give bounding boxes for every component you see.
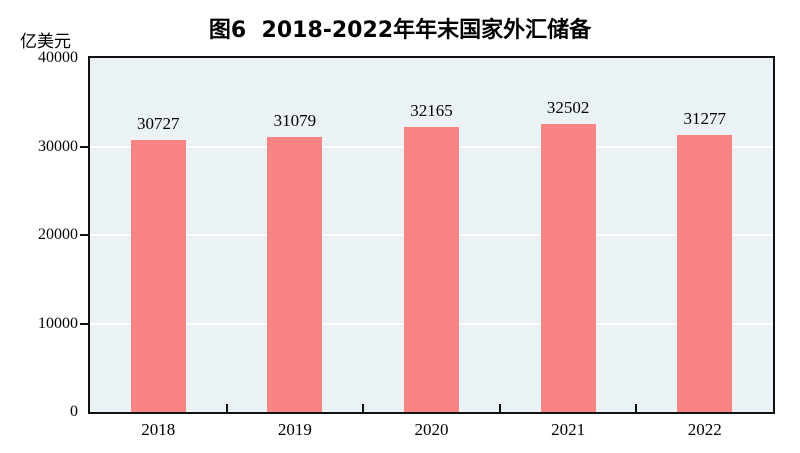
y-axis-tick-label: 40000 [38, 49, 78, 66]
bar [267, 136, 323, 412]
x-axis-tick [225, 404, 228, 412]
plot-area: 30727 31079 32165 32502 31277 [88, 56, 775, 414]
chart-title: 图6 2018-2022年年末国家外汇储备 [208, 18, 592, 43]
x-axis-category-label: 2018 [141, 420, 176, 439]
bar-value-label: 30727 [137, 114, 180, 134]
y-axis-tick-label: 30000 [38, 137, 78, 155]
bar [130, 140, 186, 412]
y-axis-tick-label: 20000 [38, 226, 78, 243]
bar-value-label: 31277 [683, 109, 726, 129]
y-axis-tick [80, 145, 88, 148]
x-axis-tick [635, 404, 638, 412]
y-axis-tick [80, 234, 88, 236]
bar [677, 135, 733, 412]
x-axis-category-label: 2019 [277, 420, 312, 439]
x-axis-category-label: 2022 [687, 420, 722, 439]
x-axis-category-label: 2020 [414, 420, 449, 439]
bar-value-label: 32165 [410, 101, 453, 121]
y-axis-tick-label: 0 [70, 403, 78, 420]
x-axis-category-label: 2021 [551, 420, 586, 439]
bar [540, 124, 596, 412]
bar [404, 127, 459, 412]
bar-value-label: 32502 [546, 98, 590, 118]
y-axis-tick-label: 10000 [38, 314, 78, 332]
x-axis-tick [498, 404, 501, 412]
bar-value-label: 31079 [273, 110, 317, 130]
y-axis-unit-label: 亿美元 [20, 32, 71, 52]
y-axis-tick [80, 322, 88, 325]
x-axis-tick [362, 404, 365, 412]
